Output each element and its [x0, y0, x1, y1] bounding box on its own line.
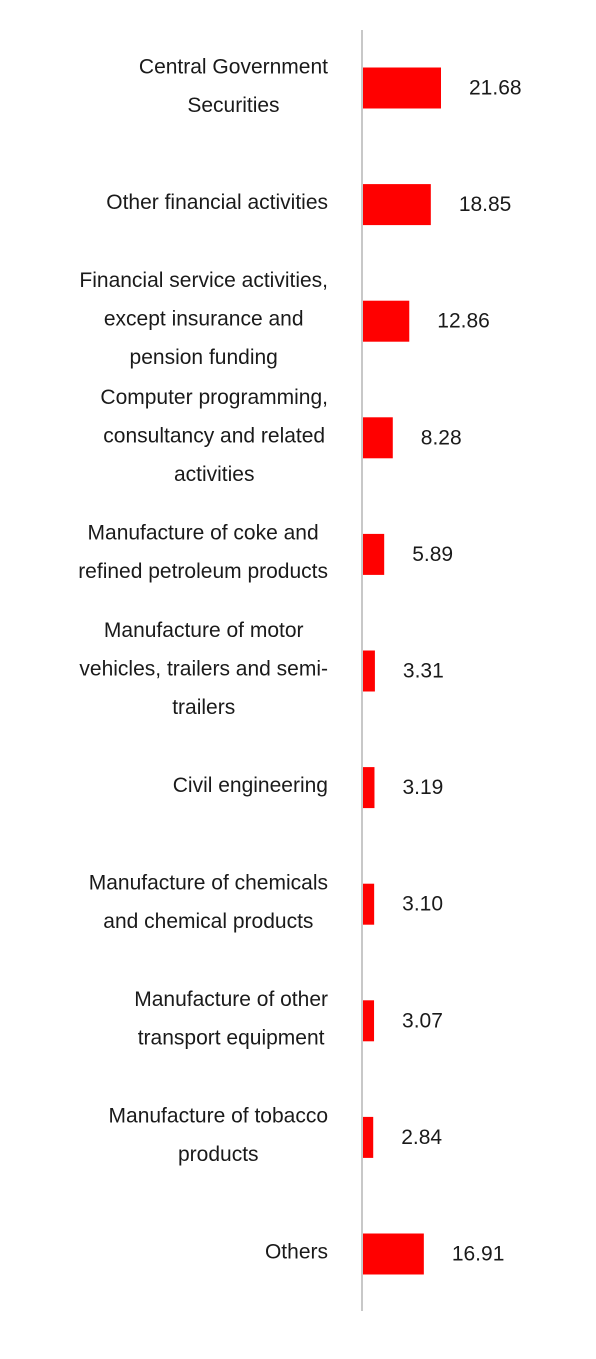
category-label-line: Manufacture of other	[134, 988, 328, 1011]
data-label: 3.19	[402, 776, 443, 799]
category-label: Manufacture of coke and refined petroleum…	[78, 522, 328, 584]
category-label: Civil engineering	[173, 774, 328, 797]
category-label-line: vehicles, trailers and semi-	[79, 658, 328, 681]
data-label: 18.85	[459, 193, 512, 216]
value-labels-layer: 21.68 18.85 12.86 8.28 5.89 3.31 3.19 3.10 3.07 2…	[401, 77, 521, 1266]
bars-layer	[363, 67, 441, 1275]
bar	[363, 533, 385, 575]
category-label: Other financial activities	[106, 191, 328, 214]
data-label: 16.91	[452, 1243, 505, 1266]
category-label-line: Financial service activities,	[79, 269, 328, 292]
data-label: 21.68	[469, 77, 522, 100]
bar	[363, 650, 375, 692]
category-label-line: except insurance and	[104, 308, 304, 331]
bar	[363, 1233, 424, 1275]
data-label: 3.10	[402, 893, 443, 916]
category-label-line: trailers	[172, 696, 235, 719]
bar	[363, 1116, 374, 1158]
category-label-line: consultancy and related	[103, 424, 325, 447]
category-label-line: and chemical products	[103, 910, 313, 933]
category-label-line: Manufacture of coke and	[88, 522, 319, 545]
data-label: 8.28	[421, 426, 462, 449]
category-label: Manufacture of motor vehicles, trailers a…	[79, 619, 328, 719]
category-label-line: Central Government	[139, 55, 328, 78]
category-label-line: Securities	[187, 94, 279, 117]
category-label: Financial service activities, except insu…	[79, 269, 328, 369]
data-label: 3.07	[402, 1009, 443, 1032]
category-label-line: Civil engineering	[173, 774, 328, 797]
category-label: Central Government Securities	[139, 55, 328, 117]
category-label: Manufacture of tobacco products	[109, 1105, 328, 1167]
bar	[363, 67, 441, 109]
category-label-line: Manufacture of tobacco	[109, 1105, 328, 1128]
category-label: Others	[265, 1241, 328, 1264]
bar	[363, 184, 431, 226]
category-labels-layer: Central Government Securities Other financ…	[78, 55, 328, 1263]
bar	[363, 417, 393, 459]
data-label: 5.89	[412, 543, 453, 566]
data-label: 2.84	[401, 1126, 442, 1149]
category-label-line: Others	[265, 1241, 328, 1264]
category-label-line: activities	[174, 463, 255, 486]
category-label-line: Manufacture of motor	[104, 619, 304, 642]
category-label-line: Computer programming,	[100, 386, 328, 409]
bar	[363, 767, 375, 809]
category-label: Computer programming, consultancy and rel…	[100, 386, 328, 486]
category-label-line: pension funding	[130, 346, 278, 369]
data-label: 12.86	[437, 310, 490, 333]
category-label: Manufacture of other transport equipment	[134, 988, 328, 1050]
category-label-line: Manufacture of chemicals	[89, 871, 328, 894]
bar	[363, 300, 410, 342]
category-label: Manufacture of chemicals and chemical pro…	[89, 871, 328, 933]
data-label: 3.31	[403, 660, 444, 683]
category-label-line: products	[178, 1143, 259, 1166]
category-label-line: refined petroleum products	[78, 560, 328, 583]
category-label-line: Other financial activities	[106, 191, 328, 214]
category-label-line: transport equipment	[138, 1027, 325, 1050]
bar	[363, 883, 375, 925]
bar	[363, 1000, 375, 1042]
